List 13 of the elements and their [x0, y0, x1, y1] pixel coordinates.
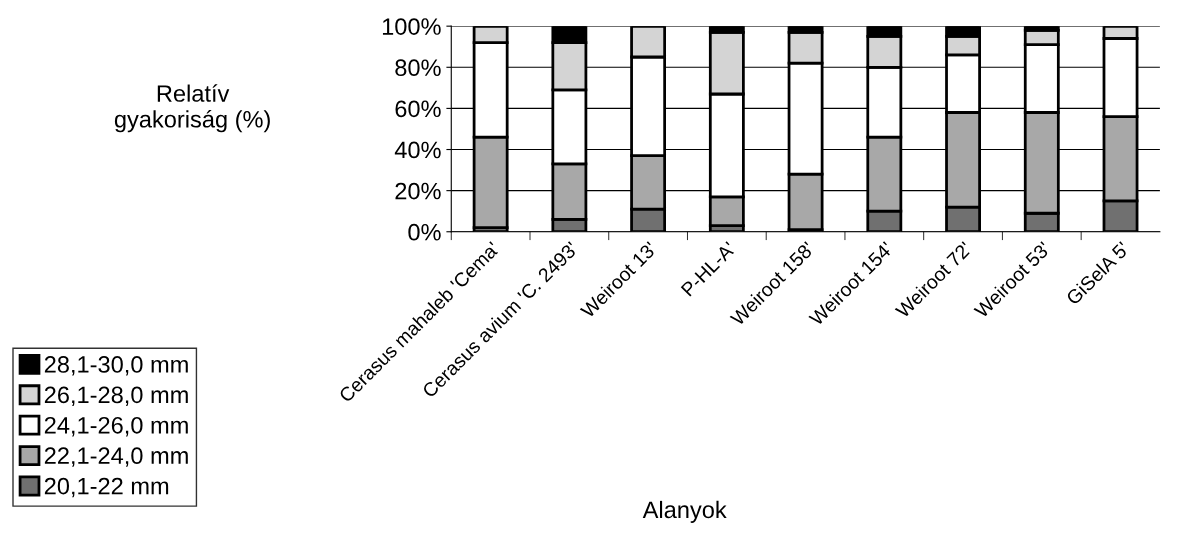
- legend-label: 26,1-28,0 mm: [44, 386, 188, 407]
- y-axis-title: Relatív gyakoriság (%): [114, 84, 270, 133]
- y-tick-label: 20%: [395, 182, 441, 200]
- x-axis-title: Alanyok: [642, 500, 727, 523]
- legend-label: 20,1-22 mm: [44, 477, 169, 498]
- y-tick-label: 0%: [408, 223, 441, 241]
- y-tick-label: 100%: [382, 18, 441, 35]
- legend-label: 24,1-26,0 mm: [44, 416, 188, 437]
- y-tick-label: 40%: [394, 141, 441, 159]
- y-tick-label: 80%: [395, 59, 441, 77]
- legend-label: 22,1-24,0 mm: [44, 447, 188, 467]
- y-tick-label: 60%: [395, 100, 441, 118]
- legend-label: 28,1-30,0 mm: [44, 356, 188, 376]
